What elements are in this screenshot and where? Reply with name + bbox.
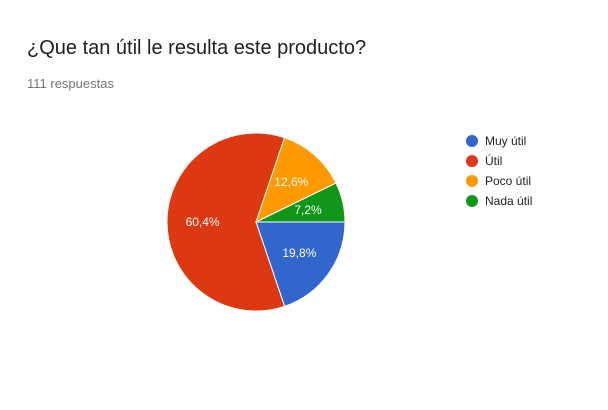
legend-label: Poco útil [485,174,532,188]
pie-slice-4[interactable] [255,182,346,223]
slice-label-1: 19,8% [282,246,316,260]
slice-label-4: 7,2% [294,203,322,217]
legend-item-2[interactable]: Útil [466,151,532,171]
pie-slice-3[interactable] [255,137,337,223]
legend-swatch-icon [466,155,478,167]
slice-label-2: 60,4% [186,215,220,229]
chart-title: ¿Que tan útil le resulta este producto? [27,37,367,59]
legend-item-3[interactable]: Poco útil [466,171,532,191]
legend-swatch-icon [466,135,478,147]
legend-label: Útil [485,154,503,168]
legend-item-1[interactable]: Muy útil [466,131,532,151]
legend-swatch-icon [466,195,478,207]
legend-label: Nada útil [485,194,533,208]
pie-slice-2[interactable] [166,132,286,312]
legend-label: Muy útil [485,134,527,148]
pie-slice-1[interactable] [255,221,346,307]
legend-swatch-icon [466,175,478,187]
legend: Muy útil Útil Poco útil Nada útil [466,131,532,211]
slice-label-3: 12,6% [274,175,308,189]
response-count: 111 respuestas [27,76,114,91]
legend-item-4[interactable]: Nada útil [466,191,532,211]
